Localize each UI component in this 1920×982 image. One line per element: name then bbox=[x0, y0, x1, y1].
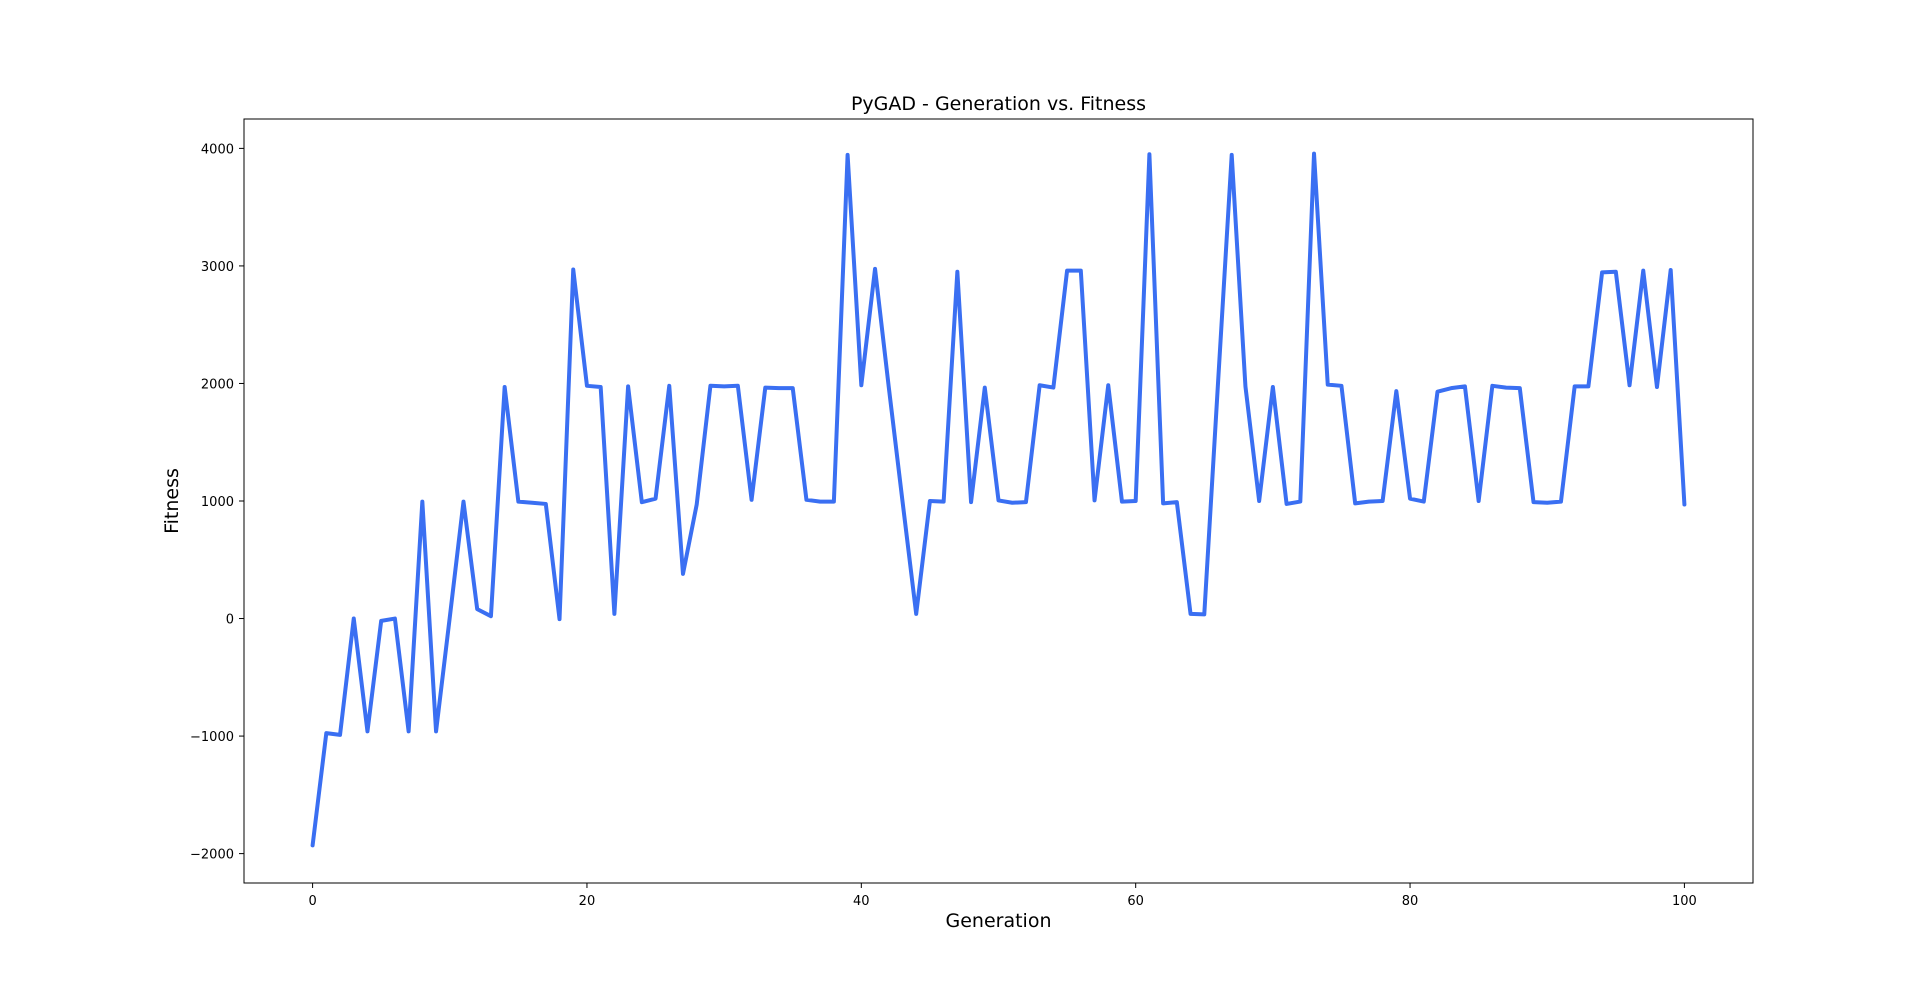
y-tick-label: 2000 bbox=[201, 377, 234, 392]
y-tick-label: 1000 bbox=[201, 495, 234, 510]
chart-title: PyGAD - Generation vs. Fitness bbox=[851, 93, 1146, 115]
x-tick-label: 60 bbox=[1127, 894, 1144, 909]
y-tick-label: −2000 bbox=[190, 848, 234, 863]
y-tick-label: 4000 bbox=[201, 142, 234, 157]
x-tick-label: 40 bbox=[853, 894, 870, 909]
y-tick-label: 3000 bbox=[201, 260, 234, 275]
series-layer bbox=[312, 154, 1684, 846]
x-axis-ticks: 0 20 40 60 80 100 bbox=[308, 883, 1696, 909]
series-line bbox=[313, 154, 1685, 846]
x-axis-label: Generation bbox=[946, 910, 1052, 932]
x-tick-label: 80 bbox=[1402, 894, 1419, 909]
y-tick-label: 0 bbox=[226, 613, 234, 628]
y-axis-ticks: −2000 −1000 0 1000 2000 3000 4000 bbox=[190, 142, 244, 862]
y-axis-label: Fitness bbox=[161, 468, 183, 534]
y-tick-label: −1000 bbox=[190, 730, 234, 745]
x-tick-label: 0 bbox=[308, 894, 316, 909]
x-tick-label: 20 bbox=[579, 894, 596, 909]
x-tick-label: 100 bbox=[1672, 894, 1697, 909]
